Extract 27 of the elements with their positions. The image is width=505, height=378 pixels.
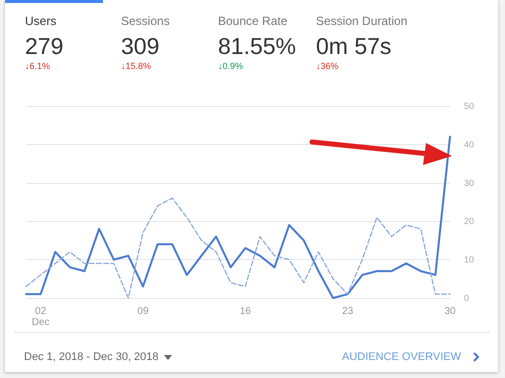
- y-tick-label: 40: [464, 139, 474, 150]
- text: ↓0.9%: [218, 61, 244, 71]
- text: Dec 1, 2018 - Dec 30, 2018: [24, 351, 159, 363]
- text: 279: [25, 33, 64, 60]
- text: 81.55%: [218, 33, 296, 60]
- y-tick-label: 0: [464, 293, 470, 303]
- x-tick-label: 30: [444, 306, 456, 317]
- text: 0m 57s: [316, 33, 392, 60]
- text: Session Duration: [316, 14, 408, 28]
- x-tick-label: 09: [137, 306, 149, 317]
- text: AUDIENCE OVERVIEW: [342, 351, 461, 363]
- y-tick-label: 30: [464, 178, 474, 188]
- text: 309: [121, 33, 160, 60]
- x-tick-label: 23: [342, 306, 354, 317]
- text: ↓6.1%: [25, 61, 52, 71]
- y-tick-label: 10: [464, 254, 474, 265]
- x-tick-label: 02 Dec: [32, 306, 50, 328]
- line-series: [25, 136, 451, 299]
- text: Bounce Rate: [218, 14, 288, 28]
- text: Users: [25, 14, 58, 28]
- y-tick-label: 20: [464, 216, 474, 226]
- line-series: [25, 198, 451, 299]
- y-tick-label: 50: [464, 101, 474, 111]
- x-tick-label: 16: [240, 306, 252, 317]
- text: Sessions: [121, 14, 170, 28]
- text: ↓15.8%: [121, 61, 152, 71]
- text: ↓36%: [316, 61, 340, 71]
